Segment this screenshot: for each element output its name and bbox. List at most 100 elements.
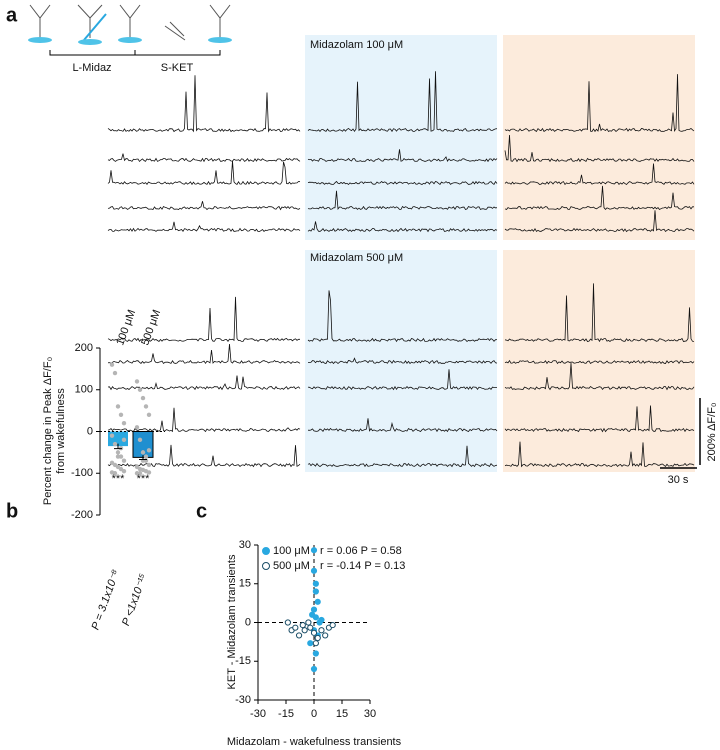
data-point	[295, 632, 303, 639]
data-point	[115, 404, 121, 409]
trace	[307, 149, 498, 163]
data-point	[121, 458, 127, 463]
data-point	[121, 437, 127, 443]
significance: ***	[112, 473, 126, 485]
trace	[504, 405, 695, 433]
data-point	[118, 412, 124, 417]
data-point	[312, 614, 319, 621]
data-point	[292, 624, 299, 631]
ket-bg	[503, 35, 695, 240]
data-point	[312, 588, 319, 595]
legend-stats: r = 0.06 P = 0.58	[320, 545, 402, 557]
condition-label: Midazolam 100 μM	[310, 39, 403, 51]
data-point	[284, 619, 291, 626]
scale-x-label: 30 s	[668, 474, 689, 486]
y-axis-label: KET - Midazolam transients	[226, 554, 238, 689]
trace	[504, 134, 695, 163]
x-tick-label: 30	[364, 708, 376, 720]
data-point	[310, 665, 318, 673]
protocol-dishes	[28, 37, 232, 45]
scale-bars	[660, 398, 701, 469]
trace	[307, 369, 498, 391]
trace	[504, 163, 695, 186]
data-point	[146, 412, 152, 417]
protocol-icons	[29, 4, 231, 41]
data-point	[312, 650, 319, 657]
trace	[307, 290, 498, 343]
legend-label: 500 μM	[273, 560, 310, 572]
condition-bg	[305, 35, 497, 240]
data-point	[109, 362, 115, 367]
trace	[107, 201, 301, 211]
data-point	[314, 598, 321, 605]
trace	[504, 362, 695, 391]
scale-y-label: 200% ΔF/F₀	[706, 403, 718, 462]
trace	[107, 444, 301, 468]
data-point	[140, 450, 146, 455]
y-tick-label: -15	[235, 655, 251, 667]
data-point	[146, 448, 152, 453]
data-point	[314, 634, 321, 642]
condition-bg	[305, 250, 497, 472]
trace	[504, 74, 695, 133]
trace	[307, 445, 498, 468]
panel-label: b	[6, 500, 18, 522]
trace	[504, 441, 695, 468]
y-tick-label: 200	[75, 342, 93, 354]
data-point	[312, 640, 319, 647]
data-point	[307, 640, 314, 647]
trace	[307, 357, 498, 365]
data-point	[115, 450, 121, 455]
data-point	[310, 547, 318, 554]
y-tick-label: -100	[71, 467, 93, 479]
trace	[107, 221, 301, 232]
y-tick-label: 100	[75, 384, 93, 396]
p-value: P <1x10⁻¹⁵	[120, 572, 150, 628]
data-point	[137, 471, 143, 476]
trace	[307, 190, 498, 211]
data-point	[115, 454, 121, 459]
p-value: P = 3.1x10⁻⁸	[89, 568, 122, 632]
error-bar	[139, 455, 147, 460]
data-point	[112, 471, 118, 476]
data-point	[305, 619, 312, 626]
data-point	[112, 370, 118, 376]
legend-marker	[262, 562, 270, 570]
data-point	[146, 462, 152, 468]
panel-label: a	[6, 4, 18, 26]
trace	[107, 160, 301, 186]
legend-label: 100 μM	[273, 545, 310, 557]
legend-marker	[262, 547, 270, 555]
y-axis-label: from wakefulness	[55, 388, 67, 474]
error-bar	[114, 443, 122, 450]
trace	[504, 210, 695, 233]
x-tick-label: 15	[336, 708, 348, 720]
data-point	[134, 379, 140, 384]
data-point	[329, 621, 336, 629]
data-point	[307, 624, 314, 631]
data-point	[143, 454, 149, 459]
data-point	[121, 420, 127, 426]
protocol-label: L-Midaz	[72, 62, 111, 74]
x-tick-label: -30	[250, 708, 266, 720]
data-point	[322, 632, 329, 639]
x-tick-label: -15	[278, 708, 294, 720]
data-point	[121, 468, 127, 474]
significance: ***	[137, 473, 151, 485]
trace	[307, 180, 498, 186]
trace	[107, 296, 300, 343]
legend-stats: r = -0.14 P = 0.13	[320, 560, 405, 572]
data-point	[310, 629, 318, 636]
trace	[307, 71, 498, 133]
y-tick-label: 0	[245, 616, 251, 628]
data-point	[146, 470, 152, 475]
data-point	[312, 580, 319, 587]
data-point	[140, 395, 146, 401]
data-point	[137, 437, 143, 443]
trace	[107, 343, 301, 365]
data-point	[301, 627, 308, 634]
x-tick-label: 0	[311, 708, 317, 720]
panel-label: c	[196, 500, 207, 522]
data-point	[310, 606, 318, 613]
protocol-label: S-KET	[161, 62, 194, 74]
